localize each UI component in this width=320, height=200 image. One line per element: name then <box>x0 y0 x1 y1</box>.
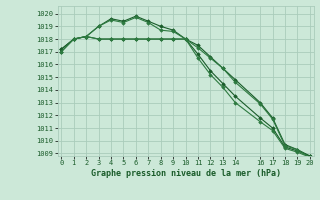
X-axis label: Graphe pression niveau de la mer (hPa): Graphe pression niveau de la mer (hPa) <box>91 169 281 178</box>
